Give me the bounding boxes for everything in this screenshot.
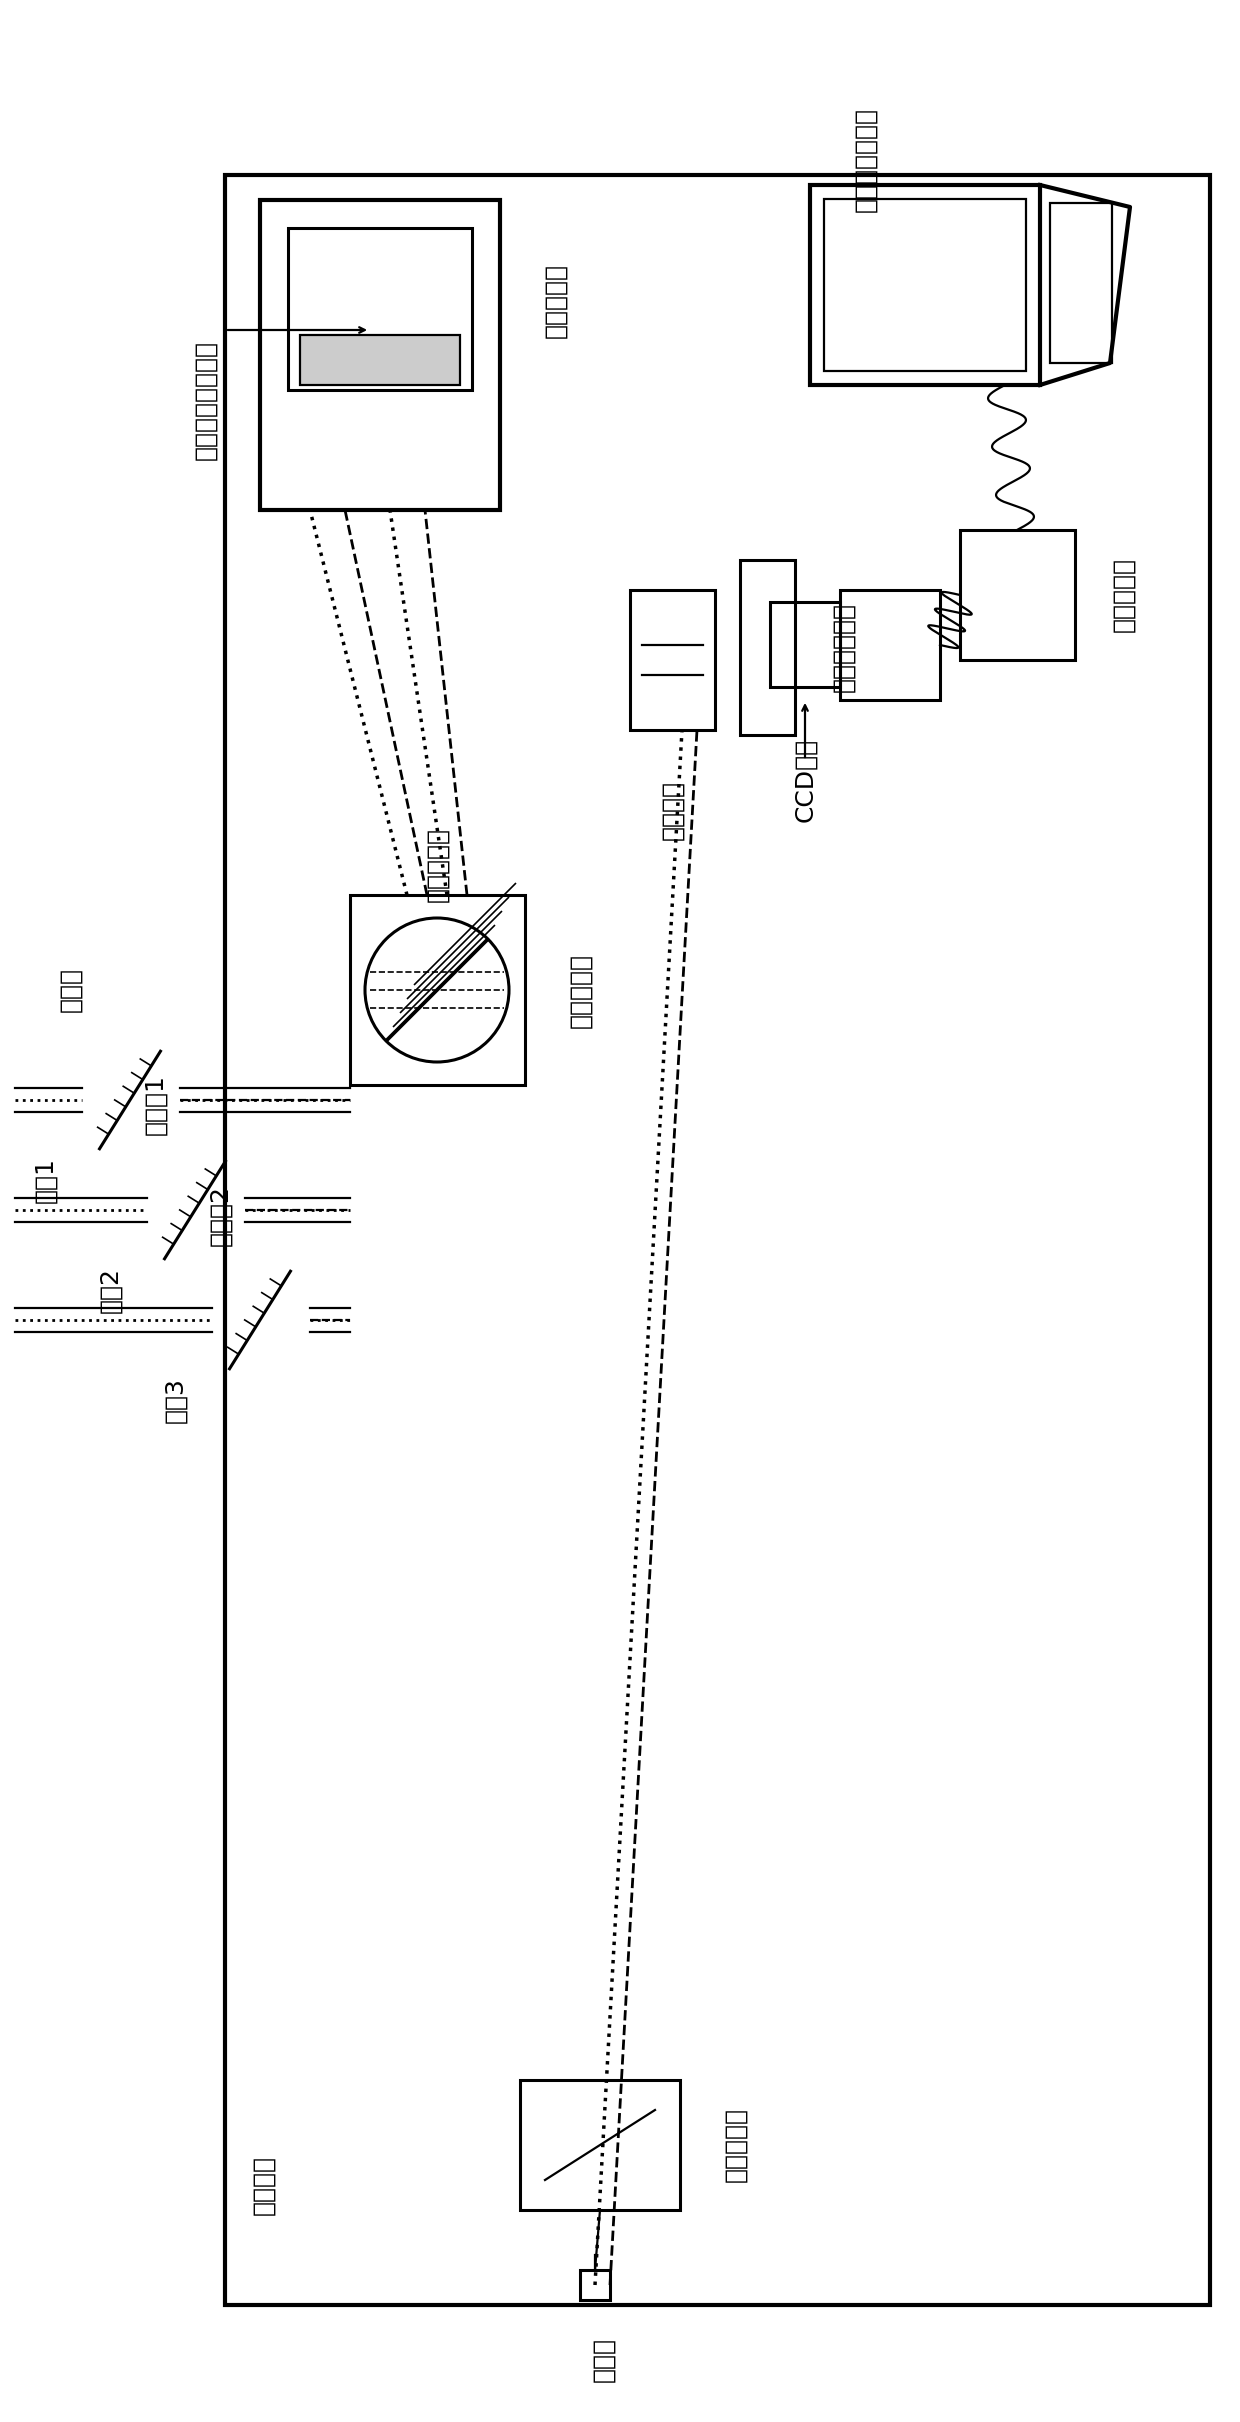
Bar [960, 530, 1075, 661]
Text: 激兴3: 激兴3 [162, 1378, 187, 1424]
Text: 激兴1: 激兴1 [33, 1158, 57, 1204]
Bar [350, 896, 525, 1085]
Text: 合束镑2: 合束镑2 [208, 1184, 232, 1245]
Text: 滤波片组: 滤波片组 [660, 780, 684, 840]
Text: 合束镑1: 合束镑1 [143, 1075, 167, 1136]
Text: CCD相机: CCD相机 [794, 739, 817, 821]
Text: 三维位移台: 三维位移台 [543, 262, 567, 337]
Text: 图像处理计算机: 图像处理计算机 [853, 107, 877, 213]
Bar [288, 228, 472, 390]
Text: 高轴抛物面反射镜: 高轴抛物面反射镜 [193, 339, 217, 460]
Text: 激光笔: 激光笔 [591, 2337, 615, 2383]
Bar [630, 591, 715, 729]
Bar [1050, 203, 1112, 363]
Bar [825, 199, 1025, 371]
Text: 光学平板: 光学平板 [250, 2156, 275, 2216]
Text: 激兴2: 激兴2 [98, 1267, 122, 1313]
Bar [260, 201, 500, 511]
Bar [810, 184, 1040, 385]
Text: 三维位移台: 三维位移台 [568, 952, 591, 1027]
Text: 视频采集卡: 视频采集卡 [1111, 557, 1135, 632]
Bar [520, 2080, 680, 2209]
Text: 物方远心镜头: 物方远心镜头 [831, 603, 856, 693]
Text: 三维位移台: 三维位移台 [723, 2107, 746, 2182]
Bar [770, 603, 839, 688]
Bar [580, 2269, 610, 2301]
Bar [839, 591, 940, 700]
Text: 平面反射镜: 平面反射镜 [425, 828, 449, 903]
Bar [300, 334, 460, 385]
Text: 反射镜: 反射镜 [58, 966, 82, 1012]
Bar [740, 559, 795, 734]
Bar [224, 174, 1210, 2306]
